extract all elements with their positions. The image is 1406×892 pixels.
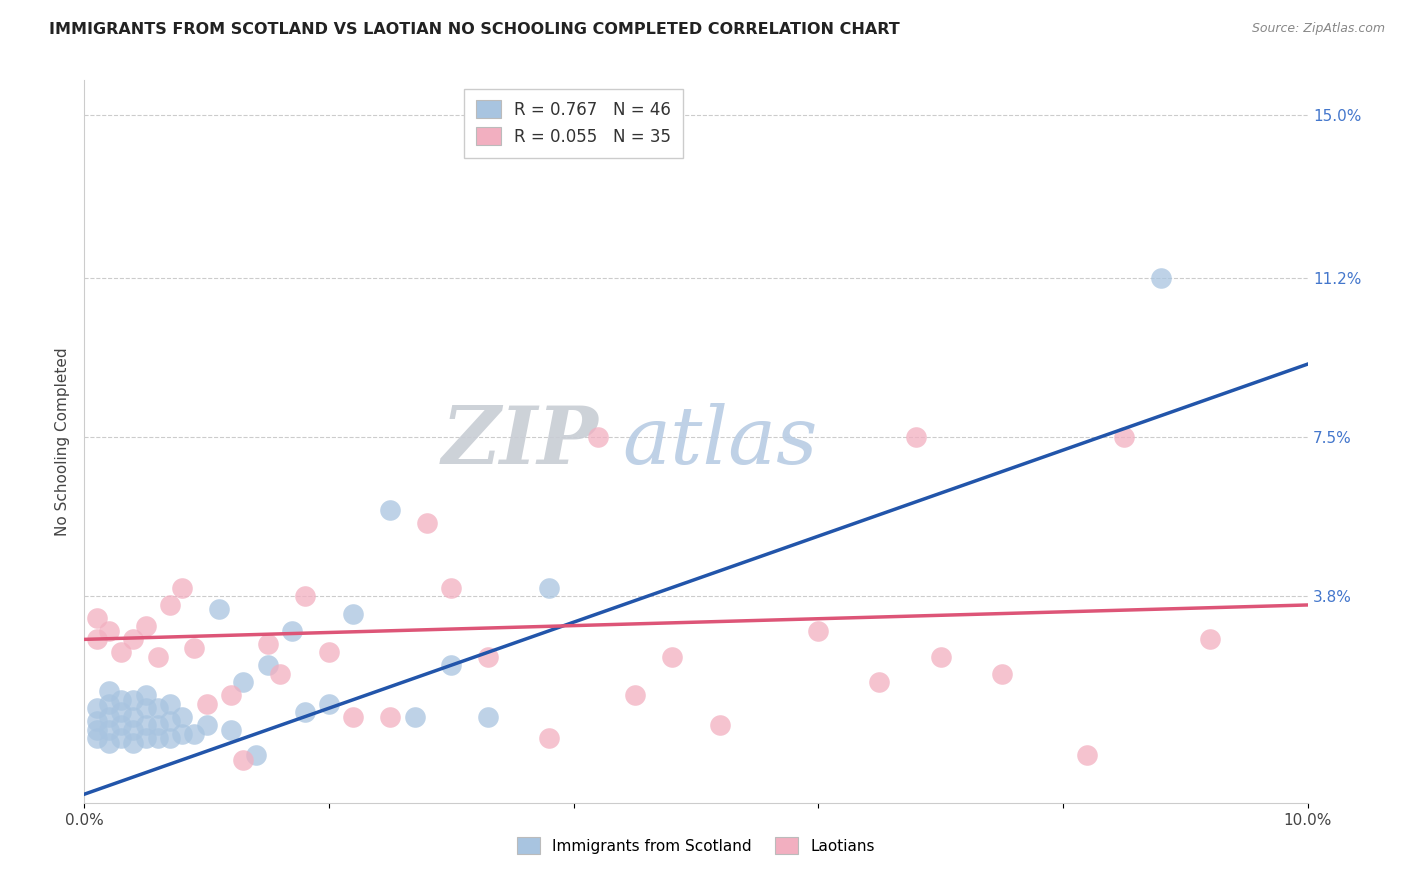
Point: [97, 624, 120, 638]
Point: [159, 697, 181, 711]
Point: [208, 602, 231, 616]
Point: [869, 675, 891, 690]
Point: [110, 731, 132, 746]
Point: [624, 688, 647, 702]
Point: [232, 675, 254, 690]
Point: [86, 714, 108, 728]
Point: [294, 706, 316, 720]
Point: [195, 697, 218, 711]
Point: [586, 430, 609, 444]
Text: ZIP: ZIP: [441, 403, 598, 480]
Point: [97, 723, 120, 737]
Text: Source: ZipAtlas.com: Source: ZipAtlas.com: [1251, 22, 1385, 36]
Point: [122, 723, 145, 737]
Point: [172, 710, 194, 724]
Point: [232, 753, 254, 767]
Point: [110, 706, 132, 720]
Point: [440, 658, 463, 673]
Point: [318, 697, 340, 711]
Point: [97, 735, 120, 749]
Y-axis label: No Schooling Completed: No Schooling Completed: [55, 347, 70, 536]
Point: [135, 718, 157, 732]
Point: [122, 632, 145, 647]
Point: [929, 649, 952, 664]
Point: [86, 611, 108, 625]
Point: [318, 645, 340, 659]
Point: [172, 727, 194, 741]
Point: [709, 718, 731, 732]
Point: [245, 748, 267, 763]
Point: [146, 701, 169, 715]
Point: [1114, 430, 1136, 444]
Point: [110, 718, 132, 732]
Point: [219, 723, 242, 737]
Point: [135, 731, 157, 746]
Point: [97, 710, 120, 724]
Text: IMMIGRANTS FROM SCOTLAND VS LAOTIAN NO SCHOOLING COMPLETED CORRELATION CHART: IMMIGRANTS FROM SCOTLAND VS LAOTIAN NO S…: [49, 22, 900, 37]
Point: [110, 692, 132, 706]
Point: [538, 731, 561, 746]
Point: [146, 649, 169, 664]
Point: [380, 503, 402, 517]
Point: [146, 718, 169, 732]
Point: [538, 581, 561, 595]
Point: [86, 731, 108, 746]
Point: [342, 607, 364, 621]
Point: [135, 701, 157, 715]
Point: [183, 640, 205, 655]
Point: [146, 731, 169, 746]
Point: [86, 701, 108, 715]
Point: [905, 430, 928, 444]
Point: [404, 710, 426, 724]
Point: [661, 649, 683, 664]
Point: [172, 581, 194, 595]
Point: [219, 688, 242, 702]
Point: [477, 710, 499, 724]
Point: [97, 684, 120, 698]
Point: [159, 731, 181, 746]
Point: [294, 590, 316, 604]
Point: [195, 718, 218, 732]
Point: [135, 688, 157, 702]
Text: atlas: atlas: [623, 403, 818, 480]
Point: [257, 658, 280, 673]
Point: [807, 624, 830, 638]
Point: [86, 632, 108, 647]
Point: [135, 619, 157, 633]
Point: [991, 666, 1014, 681]
Point: [440, 581, 463, 595]
Point: [122, 735, 145, 749]
Point: [281, 624, 304, 638]
Point: [416, 516, 439, 531]
Point: [477, 649, 499, 664]
Legend: Immigrants from Scotland, Laotians: Immigrants from Scotland, Laotians: [512, 831, 880, 860]
Point: [257, 637, 280, 651]
Point: [86, 723, 108, 737]
Point: [159, 598, 181, 612]
Point: [380, 710, 402, 724]
Point: [269, 666, 291, 681]
Point: [122, 692, 145, 706]
Point: [110, 645, 132, 659]
Point: [183, 727, 205, 741]
Point: [1198, 632, 1220, 647]
Point: [1150, 271, 1173, 285]
Point: [122, 710, 145, 724]
Point: [97, 697, 120, 711]
Point: [1076, 748, 1098, 763]
Point: [159, 714, 181, 728]
Point: [342, 710, 364, 724]
